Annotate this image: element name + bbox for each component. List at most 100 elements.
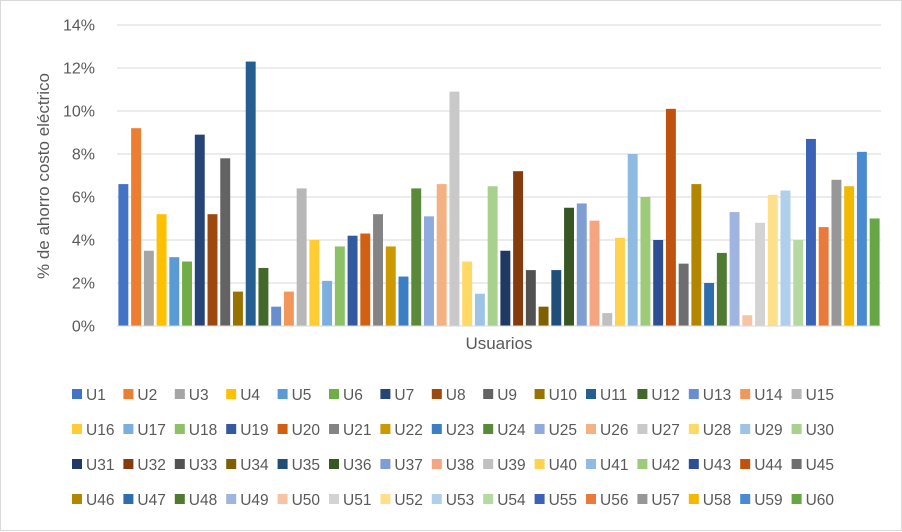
legend-label: U15 <box>806 387 834 404</box>
bar-u17 <box>322 280 333 326</box>
bar-u31 <box>500 250 511 326</box>
legend-label: U57 <box>651 492 679 509</box>
bar-u7 <box>194 134 205 326</box>
legend-swatch <box>431 389 442 399</box>
bar-u51 <box>755 222 765 326</box>
legend-label: U20 <box>292 422 321 439</box>
bar-u44 <box>665 108 676 326</box>
legend-label: U25 <box>549 422 577 439</box>
legend-label: U28 <box>703 422 731 439</box>
bar-u39 <box>602 313 613 326</box>
legend-swatch <box>380 494 391 504</box>
bar-u22 <box>385 246 396 326</box>
bar-u18 <box>334 246 345 326</box>
legend-item: U39 <box>483 457 526 474</box>
legend-item: U28 <box>688 422 731 439</box>
bar-u16 <box>309 240 320 326</box>
bar-u29 <box>474 293 485 326</box>
legend-label: U10 <box>549 387 578 404</box>
legend-label: U19 <box>240 422 268 439</box>
legend-swatch <box>123 424 134 434</box>
legend-label: U11 <box>600 387 627 404</box>
bar-u35 <box>551 270 562 326</box>
bar-u25 <box>424 216 434 326</box>
legend-label: U59 <box>754 492 782 509</box>
legend-swatch <box>483 389 494 399</box>
legend-label: U23 <box>446 422 474 439</box>
legend-swatch <box>483 494 494 504</box>
legend-item: U55 <box>534 492 577 509</box>
legend-item: U47 <box>123 492 166 509</box>
bar-u15 <box>296 188 307 326</box>
legend-label: U58 <box>703 492 731 509</box>
y-tick-label: 6% <box>72 190 95 207</box>
bar-u42 <box>640 197 651 326</box>
bar-u59 <box>856 151 867 326</box>
legend-item: U30 <box>791 422 835 439</box>
legend-swatch <box>174 389 185 399</box>
legend-swatch <box>740 494 751 504</box>
legend-item: U18 <box>174 422 217 439</box>
legend-item: U31 <box>72 457 114 474</box>
bar-u10 <box>233 291 243 326</box>
legend-label: U2 <box>137 387 157 404</box>
legend-item: U36 <box>329 457 371 474</box>
legend-label: U6 <box>343 387 363 404</box>
legend-swatch <box>174 494 185 504</box>
bar-u32 <box>513 171 524 326</box>
bar-u36 <box>564 207 574 326</box>
legend-swatch <box>226 459 237 469</box>
legend-item: U48 <box>174 492 217 509</box>
legend-item: U27 <box>637 422 680 439</box>
legend-item: U10 <box>534 387 578 404</box>
legend-swatch <box>791 459 802 469</box>
legend-swatch <box>277 389 288 399</box>
legend-item: U53 <box>431 492 474 509</box>
bar-u30 <box>487 186 498 326</box>
bar-u8 <box>207 214 218 326</box>
legend-item: U2 <box>123 387 157 404</box>
legend-swatch <box>791 389 802 399</box>
legend-label: U55 <box>549 492 577 509</box>
bar-u46 <box>691 184 702 326</box>
legend-item: U42 <box>637 457 680 474</box>
legend-item: U7 <box>380 387 414 404</box>
legend-label: U41 <box>600 457 628 474</box>
bar-u50 <box>742 315 753 326</box>
legend-label: U35 <box>292 457 320 474</box>
legend-swatch <box>123 389 134 399</box>
legend-swatch <box>534 424 545 434</box>
legend-item: U6 <box>329 387 363 404</box>
legend-swatch <box>688 459 699 469</box>
legend-swatch <box>586 389 596 399</box>
legend-item: U15 <box>791 387 834 404</box>
bar-u55 <box>806 138 816 326</box>
legend-label: U32 <box>137 457 165 474</box>
legend-swatch <box>226 389 237 399</box>
bar-u52 <box>767 194 778 326</box>
legend-label: U21 <box>343 422 371 439</box>
legend-swatch <box>791 494 802 504</box>
bar-u48 <box>716 252 727 326</box>
legend-label: U30 <box>806 422 835 439</box>
legend-swatch <box>586 424 596 434</box>
legend-item: U24 <box>483 422 526 439</box>
legend-label: U26 <box>600 422 628 439</box>
legend-swatch <box>637 459 648 469</box>
legend-swatch <box>380 459 391 469</box>
bar-u28 <box>462 261 473 326</box>
legend: U1 U2 U3 U4 U5 U6 U7 U8 U9 U10 U11 U12 U13 U14 U15 U16 U… <box>72 387 834 509</box>
legend-label: U48 <box>189 492 217 509</box>
legend-label: U46 <box>86 492 114 509</box>
legend-item: U32 <box>123 457 166 474</box>
y-axis-title: % de ahorro costo eléctrico <box>34 73 53 279</box>
legend-label: U37 <box>394 457 422 474</box>
legend-label: U49 <box>240 492 268 509</box>
legend-item: U12 <box>637 387 680 404</box>
legend-item: U4 <box>226 387 260 404</box>
legend-item: U17 <box>123 422 166 439</box>
legend-swatch <box>586 494 596 504</box>
legend-label: U13 <box>703 387 731 404</box>
legend-swatch <box>688 389 699 399</box>
